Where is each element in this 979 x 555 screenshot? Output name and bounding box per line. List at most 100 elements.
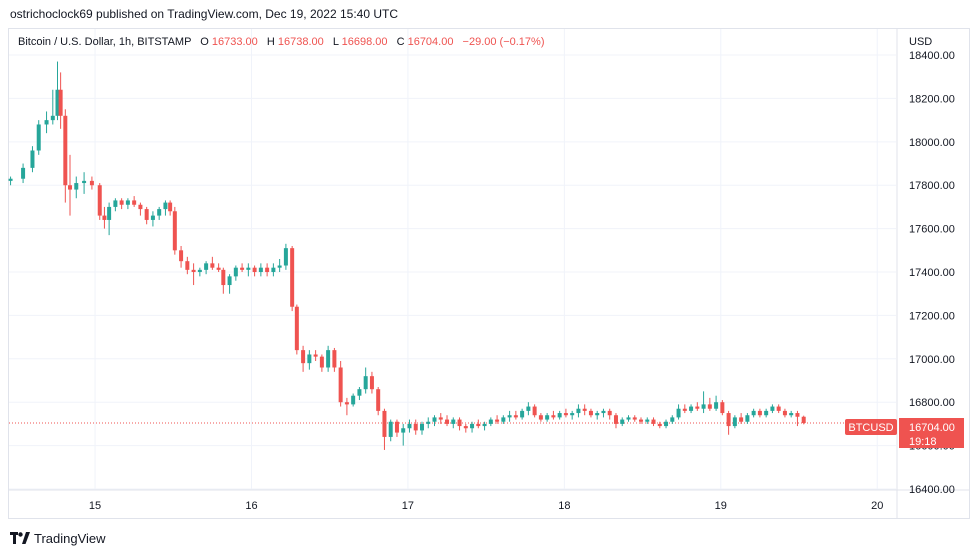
candle-down xyxy=(294,304,299,355)
candle-down xyxy=(185,256,190,275)
candle-body xyxy=(501,417,506,422)
candle-down xyxy=(138,202,143,216)
candle-body xyxy=(545,415,550,420)
candle-body xyxy=(271,267,276,273)
candle-up xyxy=(30,146,35,173)
candle-body xyxy=(216,267,221,270)
candle-down xyxy=(344,397,349,416)
candle-body xyxy=(227,276,232,286)
candle-body xyxy=(102,215,107,220)
candle-body xyxy=(197,269,202,273)
candle-up xyxy=(595,410,600,420)
candle-body xyxy=(89,180,94,186)
candle-body xyxy=(191,269,196,273)
candle-down xyxy=(119,198,124,210)
y-tick-label: 16800.00 xyxy=(909,397,955,409)
candle-body xyxy=(626,417,631,420)
candle-body xyxy=(607,410,612,416)
candle-down xyxy=(172,206,177,255)
candle-down xyxy=(438,413,443,424)
candle-body xyxy=(463,426,468,429)
candle-down xyxy=(265,263,270,277)
candle-body xyxy=(119,200,124,205)
candle-down xyxy=(776,404,781,414)
candle-up xyxy=(227,274,232,294)
candle-down xyxy=(726,410,731,435)
candle-body xyxy=(438,417,443,420)
candle-body xyxy=(338,367,343,403)
ticker-label: BTCUSD xyxy=(848,422,893,434)
price-scale[interactable]: 16400.0016600.0016800.0017000.0017200.00… xyxy=(909,50,955,496)
candle-body xyxy=(445,419,450,424)
chart-panel[interactable] xyxy=(8,28,970,519)
candle-body xyxy=(426,421,431,424)
candle-down xyxy=(513,410,518,420)
candle-down xyxy=(369,371,374,394)
candle-body xyxy=(751,410,756,416)
candle-body xyxy=(488,419,493,424)
y-tick-label: 17200.00 xyxy=(909,310,955,322)
candle-up xyxy=(233,265,238,281)
candle-up xyxy=(36,120,41,155)
candle-up xyxy=(277,259,282,273)
tradingview-logo-icon xyxy=(10,532,30,544)
tradingview-brand[interactable]: TradingView xyxy=(10,530,106,546)
candle-up xyxy=(50,89,55,125)
candle-down xyxy=(563,408,568,418)
candle-up xyxy=(670,415,675,424)
candle-body xyxy=(707,404,712,409)
candle-body xyxy=(168,202,173,212)
candle-up xyxy=(520,408,525,420)
candle-body xyxy=(526,406,531,411)
last-price-value: 16704.00 xyxy=(909,422,955,434)
time-scale[interactable]: 15 16 17 18 19 20 xyxy=(89,500,883,512)
candle-down xyxy=(682,404,687,414)
candle-up xyxy=(326,345,331,372)
last-price-badge xyxy=(899,418,964,448)
candle-body xyxy=(179,250,184,262)
candle-up xyxy=(570,410,575,420)
legend: Bitcoin / U.S. Dollar, 1h, BITSTAMP O 16… xyxy=(18,36,544,48)
candle-down xyxy=(216,263,221,273)
candle-body xyxy=(451,419,456,424)
candle-up xyxy=(419,421,424,435)
candle-up xyxy=(626,415,631,422)
candle-up xyxy=(246,263,251,277)
candle-down xyxy=(63,109,68,203)
candle-body xyxy=(726,413,731,427)
candle-body xyxy=(97,185,102,216)
candle-down xyxy=(338,360,343,407)
candle-down xyxy=(613,413,618,429)
candle-down xyxy=(532,404,537,418)
candle-down xyxy=(607,408,612,420)
candle-body xyxy=(695,406,700,409)
candle-body xyxy=(657,423,662,427)
candle-body xyxy=(701,404,706,409)
candle-down xyxy=(332,347,337,372)
candle-body xyxy=(419,423,424,431)
candle-up xyxy=(576,404,581,418)
candle-body xyxy=(645,419,650,422)
candle-down xyxy=(144,206,149,225)
candle-body xyxy=(476,423,481,427)
candle-up xyxy=(751,408,756,418)
legend-open-label: O xyxy=(200,36,209,48)
candle-body xyxy=(538,415,543,420)
candle-body xyxy=(376,389,381,411)
candle-body xyxy=(204,263,209,270)
candle-up xyxy=(271,263,276,277)
candle-down xyxy=(89,176,94,190)
candle-down xyxy=(795,410,800,427)
tradingview-brand-name: TradingView xyxy=(34,530,106,546)
candle-body xyxy=(240,267,245,270)
candle-down xyxy=(97,183,102,220)
x-tick-label: 18 xyxy=(558,500,570,512)
candle-body xyxy=(682,408,687,411)
last-price-badges: BTCUSD 16704.00 19:18 xyxy=(845,418,964,448)
y-tick-label: 17600.00 xyxy=(909,224,955,236)
candle-body xyxy=(714,402,719,409)
x-tick-label: 16 xyxy=(245,500,257,512)
candle-body xyxy=(277,265,282,268)
candle-down xyxy=(695,402,700,411)
